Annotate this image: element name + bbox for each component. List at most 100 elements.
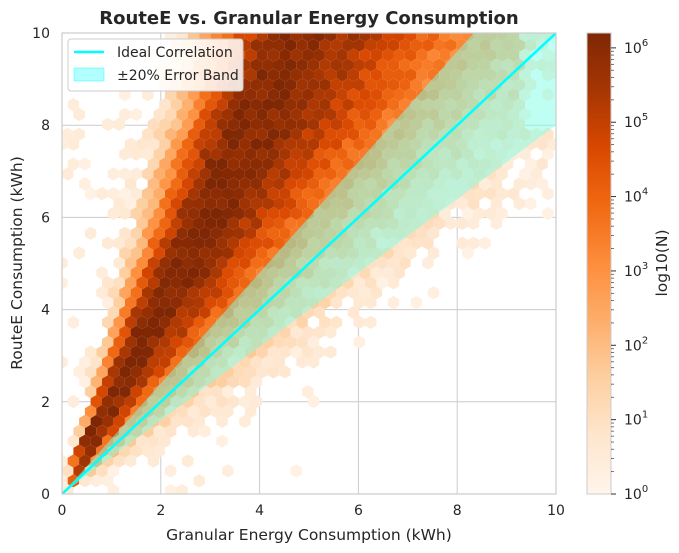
hexbin-cell — [296, 78, 308, 92]
hexbin-cell — [90, 395, 102, 409]
hexbin-cell — [73, 365, 85, 379]
hexbin-cell — [193, 256, 205, 270]
hexbin-cell — [96, 365, 108, 379]
hexbin-cell — [376, 117, 388, 131]
hexbin-cell — [267, 33, 280, 42]
hexbin-cell — [222, 226, 234, 240]
hexbin-cell — [222, 464, 234, 478]
hexbin-cell — [153, 246, 165, 260]
hexbin-cell — [170, 276, 182, 290]
hexbin-cell — [239, 375, 251, 389]
hexbin-cell — [250, 236, 263, 250]
hexbin-cell — [473, 206, 485, 221]
hexbin-cell — [393, 246, 405, 260]
hexbin-cell — [170, 256, 182, 270]
hexbin-cell — [164, 187, 177, 201]
hexbin-cell — [290, 345, 303, 359]
hexbin-cell — [210, 305, 222, 320]
hexbin-cell — [244, 206, 257, 221]
hexbin-cell — [250, 117, 263, 131]
hexbin-cell — [290, 127, 303, 141]
hexbin-cell — [456, 197, 468, 211]
y-tick-label: 10 — [32, 26, 50, 42]
hexbin-cell — [164, 325, 177, 339]
hexbin-cell — [193, 474, 205, 488]
hexbin-cell — [170, 335, 182, 349]
hexbin-cell — [159, 296, 171, 310]
hexbin-cell — [307, 98, 320, 112]
hexbin-cell — [142, 187, 154, 201]
hexbin-cell — [84, 226, 97, 240]
hexbin-cell — [204, 177, 217, 191]
hexbin-cell — [256, 345, 268, 359]
hexbin-cell — [250, 137, 263, 151]
hexbin-cell — [410, 78, 423, 92]
hexbin-cell — [279, 365, 291, 379]
hexbin-cell — [119, 107, 131, 122]
hexbin-cell — [244, 365, 257, 379]
hexbin-cell — [159, 236, 171, 250]
hexbin-cell — [302, 385, 314, 399]
hexbin-cell — [370, 33, 383, 42]
hexbin-cell — [187, 127, 200, 141]
hexbin-cell — [353, 98, 365, 112]
hexbin-cell — [313, 33, 325, 42]
hexbin-cell — [147, 256, 160, 270]
hexbin-cell — [542, 147, 554, 161]
hexbin-cell — [90, 474, 102, 488]
hexbin-cell — [262, 117, 274, 131]
colorbar-minor-ticks — [611, 50, 614, 473]
hexbin-cell — [136, 315, 148, 329]
hexbin-cell — [416, 68, 428, 82]
hexbin-cell — [347, 33, 360, 42]
hexbin-cell — [142, 286, 154, 300]
hexbin-cell — [119, 345, 131, 359]
hexbin-cell — [324, 68, 337, 82]
hexbin-cell — [62, 454, 68, 468]
hexbin-cell — [124, 197, 137, 211]
hexbin-cell — [347, 48, 360, 62]
hexbin-cell — [324, 325, 337, 339]
hexbin-cell — [376, 98, 388, 112]
hexbin-cell — [176, 404, 188, 419]
hexbin-cell — [387, 256, 400, 270]
hexbin-cell — [119, 226, 131, 240]
hexbin-cell — [399, 256, 411, 270]
hexbin-cell — [290, 88, 303, 102]
hexbin-cell — [170, 117, 182, 131]
hexbin-cell — [244, 187, 257, 201]
hexbin-cell — [204, 216, 217, 230]
hexbin-cell — [147, 296, 160, 310]
hexbin-cell — [256, 107, 268, 122]
hexbin-cell — [359, 107, 371, 122]
hexbin-cell — [319, 117, 331, 131]
hexbin-cell — [376, 58, 388, 72]
hexbin-cell — [262, 216, 274, 230]
hexbin-cell — [210, 206, 222, 221]
hexbin-cell — [307, 137, 320, 151]
hexbin-cell — [199, 286, 211, 300]
hexbin-cell — [399, 78, 411, 92]
hexbin-cell — [347, 286, 360, 300]
hexbin-cell — [244, 68, 257, 82]
hexbin-cell — [102, 315, 114, 329]
hexbin-cell — [336, 33, 348, 42]
hexbin-cell — [233, 107, 245, 122]
hexbin-cell — [164, 127, 177, 141]
hexbin-cell — [279, 68, 291, 82]
hexbin-cell — [410, 58, 423, 72]
colorbar-tick-label: 105 — [624, 112, 648, 131]
hexbin-cell — [302, 107, 314, 122]
hexbin-cell — [370, 286, 383, 300]
hexbin-cell — [382, 266, 394, 280]
hexbin-cell — [125, 494, 136, 507]
hexbin-cell — [227, 236, 240, 250]
hexbin-cell — [193, 137, 205, 151]
hexbin-cell — [199, 107, 211, 122]
hexbin-cell — [147, 117, 160, 131]
hexbin-cell — [313, 305, 325, 320]
hexbin-cell — [302, 127, 314, 141]
hexbin-cell — [313, 147, 325, 161]
hexbin-cell — [176, 226, 188, 240]
hexbin-cell — [239, 395, 251, 409]
